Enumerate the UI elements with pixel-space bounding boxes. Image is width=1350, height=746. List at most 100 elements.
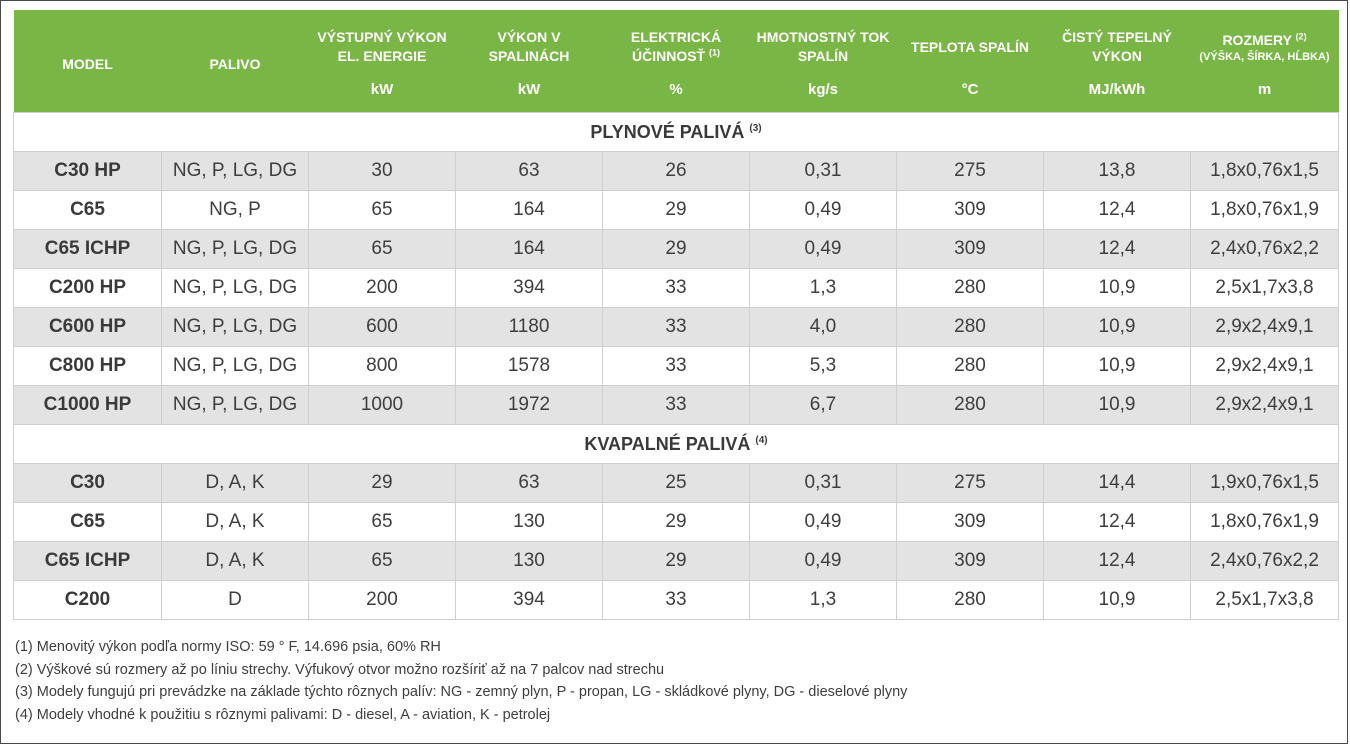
cell-exhaust-mass-flow: 1,3 (749, 268, 897, 308)
cell-fuel: D, A, K (161, 541, 309, 581)
cell-dimensions: 2,4x0,76x2,2 (1190, 229, 1339, 269)
cell-fuel: D (161, 580, 309, 620)
cell-fuel: NG, P, LG, DG (161, 385, 309, 425)
cell-electric-efficiency: 29 (602, 541, 750, 581)
unit-electric-efficiency: % (602, 78, 750, 113)
table-row: C30 HP NG, P, LG, DG 30 63 26 0,31 275 13,8 1,8x… (13, 151, 1339, 191)
cell-fuel: NG, P, LG, DG (161, 268, 309, 308)
header-electric-efficiency: ELEKTRICKÁ ÚČINNOSŤ (1) (602, 10, 750, 78)
table-body: PLYNOVÉ PALIVÁ (3) C30 HP NG, P, LG, DG 30 6… (13, 112, 1339, 620)
unit-electric-output: kW (308, 78, 456, 113)
unit-exhaust-power: kW (455, 78, 603, 113)
section-row: KVAPALNÉ PALIVÁ (4) (13, 424, 1339, 464)
table-row: C30 D, A, K 29 63 25 0,31 275 14,4 1,9x0,76x1,5 (13, 463, 1339, 503)
cell-net-heat-rate: 12,4 (1043, 229, 1191, 269)
footnote-1: (1) Menovitý výkon podľa normy ISO: 59 °… (15, 639, 441, 655)
cell-model: C30 HP (13, 151, 162, 191)
cell-electric-output: 600 (308, 307, 456, 347)
cell-electric-output: 800 (308, 346, 456, 386)
cell-dimensions: 2,9x2,4x9,1 (1190, 346, 1339, 386)
section-title-text: PLYNOVÉ PALIVÁ (590, 121, 745, 142)
cell-net-heat-rate: 13,8 (1043, 151, 1191, 191)
table-row: C65 NG, P 65 164 29 0,49 309 12,4 1,8x0,76x1,9 (13, 190, 1339, 230)
table-row: C200 HP NG, P, LG, DG 200 394 33 1,3 280 10,9 2,… (13, 268, 1339, 308)
header-exhaust-power: VÝKON V SPALINÁCH (455, 10, 603, 78)
cell-model: C65 (13, 190, 162, 230)
cell-model: C800 HP (13, 346, 162, 386)
cell-electric-output: 65 (308, 541, 456, 581)
cell-electric-efficiency: 33 (602, 268, 750, 308)
cell-exhaust-power: 130 (455, 502, 603, 542)
cell-electric-efficiency: 33 (602, 580, 750, 620)
cell-fuel: D, A, K (161, 463, 309, 503)
cell-exhaust-mass-flow: 0,49 (749, 502, 897, 542)
cell-exhaust-power: 164 (455, 229, 603, 269)
cell-electric-output: 29 (308, 463, 456, 503)
cell-dimensions: 2,5x1,7x3,8 (1190, 580, 1339, 620)
header-net-heat-rate: ČISTÝ TEPELNÝ VÝKON (1043, 10, 1191, 78)
cell-exhaust-temperature: 280 (896, 307, 1044, 347)
cell-dimensions: 1,9x0,76x1,5 (1190, 463, 1339, 503)
cell-exhaust-power: 63 (455, 151, 603, 191)
cell-electric-output: 200 (308, 268, 456, 308)
cell-dimensions: 1,8x0,76x1,5 (1190, 151, 1339, 191)
cell-net-heat-rate: 12,4 (1043, 541, 1191, 581)
section-row: PLYNOVÉ PALIVÁ (3) (13, 112, 1339, 152)
footnote-3: (3) Modely fungujú pri prevádzke na zákl… (15, 684, 908, 700)
cell-exhaust-mass-flow: 0,49 (749, 229, 897, 269)
header-exhaust-mass-flow: HMOTNOSTNÝ TOK SPALÍN (749, 10, 897, 78)
cell-electric-output: 200 (308, 580, 456, 620)
cell-model: C600 HP (13, 307, 162, 347)
cell-net-heat-rate: 10,9 (1043, 580, 1191, 620)
section-title-text: KVAPALNÉ PALIVÁ (584, 433, 751, 454)
cell-net-heat-rate: 10,9 (1043, 385, 1191, 425)
cell-electric-output: 1000 (308, 385, 456, 425)
cell-electric-output: 65 (308, 502, 456, 542)
header-dimensions: ROZMERY (2) (VÝŠKA, ŠÍRKA, HĹBKA) (1190, 10, 1339, 78)
cell-dimensions: 1,8x0,76x1,9 (1190, 190, 1339, 230)
cell-exhaust-mass-flow: 4,0 (749, 307, 897, 347)
cell-net-heat-rate: 12,4 (1043, 502, 1191, 542)
cell-dimensions: 2,9x2,4x9,1 (1190, 385, 1339, 425)
table-row: C800 HP NG, P, LG, DG 800 1578 33 5,3 280 10,9 2… (13, 346, 1339, 386)
table-header: MODEL PALIVO VÝSTUPNÝ VÝKON EL. ENERGIE V… (13, 10, 1339, 113)
cell-exhaust-power: 130 (455, 541, 603, 581)
cell-exhaust-power: 394 (455, 268, 603, 308)
cell-exhaust-temperature: 309 (896, 190, 1044, 230)
table-row: C200 D 200 394 33 1,3 280 10,9 2,5x1,7x3,8 (13, 580, 1339, 620)
cell-exhaust-power: 63 (455, 463, 603, 503)
cell-exhaust-power: 1578 (455, 346, 603, 386)
cell-fuel: NG, P, LG, DG (161, 307, 309, 347)
cell-net-heat-rate: 10,9 (1043, 307, 1191, 347)
cell-electric-efficiency: 29 (602, 190, 750, 230)
cell-exhaust-temperature: 280 (896, 346, 1044, 386)
cell-exhaust-mass-flow: 1,3 (749, 580, 897, 620)
cell-electric-output: 65 (308, 229, 456, 269)
cell-fuel: NG, P, LG, DG (161, 229, 309, 269)
cell-exhaust-temperature: 309 (896, 229, 1044, 269)
cell-exhaust-mass-flow: 0,31 (749, 151, 897, 191)
cell-fuel: NG, P, LG, DG (161, 151, 309, 191)
cell-electric-efficiency: 29 (602, 502, 750, 542)
cell-electric-output: 30 (308, 151, 456, 191)
cell-electric-output: 65 (308, 190, 456, 230)
cell-fuel: D, A, K (161, 502, 309, 542)
footnote-4: (4) Modely vhodné k použitiu s rôznymi p… (15, 706, 551, 723)
cell-net-heat-rate: 12,4 (1043, 190, 1191, 230)
cell-dimensions: 1,8x0,76x1,9 (1190, 502, 1339, 542)
cell-exhaust-temperature: 280 (896, 385, 1044, 425)
cell-electric-efficiency: 26 (602, 151, 750, 191)
table-row: C65 D, A, K 65 130 29 0,49 309 12,4 1,8x0,76x1,9 (13, 502, 1339, 542)
section-title: KVAPALNÉ PALIVÁ (4) (13, 424, 1339, 464)
cell-exhaust-mass-flow: 0,31 (749, 463, 897, 503)
cell-model: C65 ICHP (13, 229, 162, 269)
cell-exhaust-temperature: 275 (896, 463, 1044, 503)
cell-electric-efficiency: 33 (602, 346, 750, 386)
cell-exhaust-power: 1180 (455, 307, 603, 347)
footnote-2: (2) Výškové sú rozmery až po líniu strec… (15, 661, 665, 678)
cell-exhaust-mass-flow: 0,49 (749, 541, 897, 581)
cell-dimensions: 2,9x2,4x9,1 (1190, 307, 1339, 347)
cell-net-heat-rate: 10,9 (1043, 346, 1191, 386)
unit-dimensions: m (1190, 78, 1339, 113)
unit-net-heat-rate: MJ/kWh (1043, 78, 1191, 113)
